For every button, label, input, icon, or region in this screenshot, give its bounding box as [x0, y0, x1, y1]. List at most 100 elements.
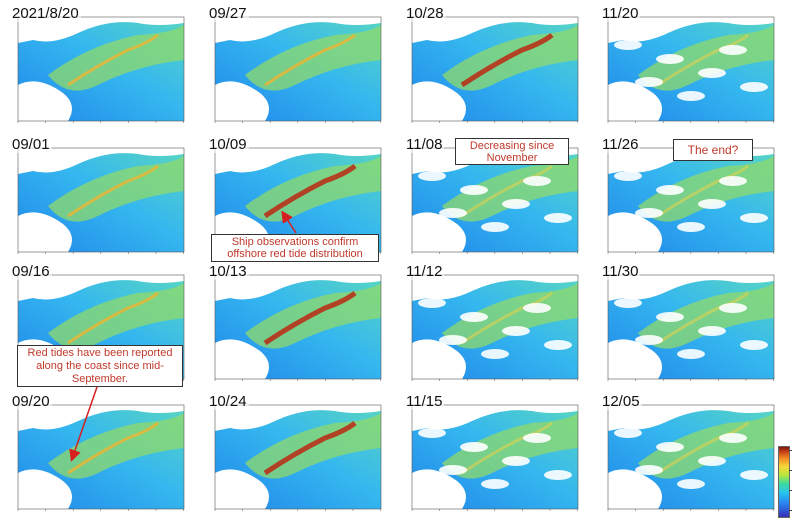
chlorophyll-map: [411, 404, 579, 511]
land-area: [608, 17, 774, 43]
land-area: [412, 339, 466, 379]
map-panel-15: 11/15: [402, 393, 584, 518]
cloud-patch: [439, 208, 467, 218]
colorbar-tick: [789, 450, 792, 451]
map-panel-2: 09/27: [205, 5, 387, 130]
map-panel-11: 11/12: [402, 263, 584, 388]
cloud-patch: [656, 442, 684, 452]
map-panel-10: 10/13: [205, 263, 387, 388]
cloud-patch: [614, 40, 642, 50]
cloud-patch: [698, 456, 726, 466]
date-label: 10/13: [207, 263, 249, 280]
cloud-patch: [523, 303, 551, 313]
cloud-patch: [460, 442, 488, 452]
chlorophyll-map: [607, 274, 775, 381]
cloud-patch: [740, 82, 768, 92]
land-area: [608, 275, 774, 301]
cloud-patch: [719, 45, 747, 55]
cloud-patch: [635, 335, 663, 345]
date-label: 10/28: [404, 5, 446, 22]
land-area: [608, 339, 662, 379]
chlorophyll-map: [17, 147, 185, 254]
land-area: [215, 339, 269, 379]
cloud-patch: [635, 465, 663, 475]
chlorophyll-map: [214, 274, 382, 381]
land-area: [412, 81, 466, 121]
date-label: 11/30: [600, 263, 641, 280]
colorbar-tick: [789, 510, 792, 511]
cloud-patch: [523, 433, 551, 443]
cloud-patch: [719, 433, 747, 443]
cloud-patch: [502, 199, 530, 209]
chlorophyll-map: [411, 274, 579, 381]
cloud-patch: [481, 479, 509, 489]
bloom-streak: [67, 33, 159, 87]
cloud-patch: [656, 54, 684, 64]
red-tides-coast-text: Red tides have been reported along the c…: [27, 347, 173, 385]
bloom-streak: [67, 291, 159, 345]
chlorophyll-map: [17, 16, 185, 123]
date-label: 11/15: [404, 393, 445, 410]
map-panel-1: 2021/8/20: [8, 5, 190, 130]
bloom-streak: [460, 33, 554, 88]
decreasing-note: Decreasing since November: [455, 138, 569, 165]
cloud-patch: [677, 222, 705, 232]
the-end-text: The end?: [687, 143, 739, 157]
land-area: [18, 81, 72, 121]
chlorophyll-map: [607, 404, 775, 511]
date-label: 11/12: [404, 263, 445, 280]
bloom-streak: [461, 291, 553, 345]
land-area: [18, 275, 184, 301]
cloud-patch: [614, 171, 642, 181]
land-area: [215, 148, 381, 174]
colorbar-tick: [789, 490, 792, 491]
map-panel-16: 12/05: [598, 393, 780, 518]
cloud-patch: [740, 340, 768, 350]
land-area: [18, 17, 184, 43]
land-area: [608, 81, 662, 121]
cloud-patch: [439, 335, 467, 345]
cloud-patch: [698, 326, 726, 336]
date-label: 10/24: [207, 393, 249, 410]
land-area: [215, 17, 381, 43]
bloom-streak: [461, 164, 553, 218]
bloom-streak: [264, 33, 356, 87]
cloud-patch: [635, 208, 663, 218]
cloud-patch: [418, 171, 446, 181]
land-area: [18, 212, 72, 252]
cloud-patch: [502, 456, 530, 466]
bloom-streak: [263, 164, 357, 219]
cloud-patch: [481, 349, 509, 359]
chlorophyll-map: [411, 16, 579, 123]
map-panel-12: 11/30: [598, 263, 780, 388]
land-area: [608, 212, 662, 252]
map-panel-5: 09/01: [8, 136, 190, 261]
cloud-patch: [740, 470, 768, 480]
land-area: [412, 275, 578, 301]
map-panel-4: 11/20: [598, 5, 780, 130]
cloud-patch: [523, 176, 551, 186]
land-area: [608, 469, 662, 509]
map-panel-14: 10/24: [205, 393, 387, 518]
land-area: [215, 405, 381, 431]
date-label: 2021/8/20: [10, 5, 81, 22]
cloud-patch: [544, 340, 572, 350]
land-area: [18, 405, 184, 431]
land-area: [412, 469, 466, 509]
cloud-patch: [544, 213, 572, 223]
date-label: 11/26: [600, 136, 641, 153]
date-label: 11/20: [600, 5, 641, 22]
land-area: [18, 148, 184, 174]
date-label: 09/20: [10, 393, 52, 410]
land-area: [412, 17, 578, 43]
cloud-patch: [418, 298, 446, 308]
cloud-patch: [677, 479, 705, 489]
land-area: [608, 405, 774, 431]
cloud-patch: [439, 465, 467, 475]
cloud-patch: [698, 199, 726, 209]
cloud-patch: [677, 349, 705, 359]
cloud-patch: [698, 68, 726, 78]
cloud-patch: [656, 312, 684, 322]
cloud-patch: [719, 303, 747, 313]
colorbar-tick: [789, 470, 792, 471]
